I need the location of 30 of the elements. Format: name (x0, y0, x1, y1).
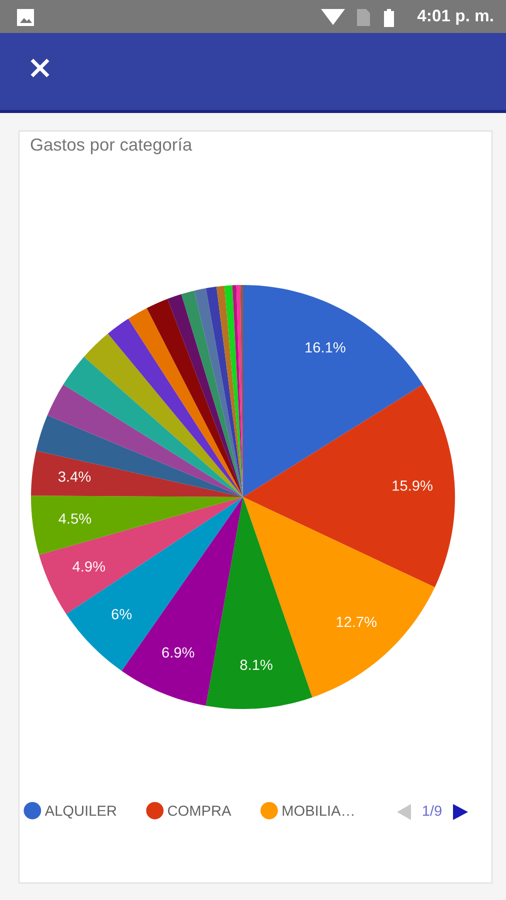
pie-slice (47, 384, 243, 497)
pie-slice (36, 415, 243, 497)
pie-slice (31, 496, 243, 555)
pie-slice (167, 294, 243, 497)
pie-slice (224, 285, 243, 497)
legend-label: MOBILIA… (282, 806, 354, 816)
data-label: 16.1% (306, 342, 346, 353)
pie-slice (206, 286, 243, 497)
data-label: 8.1% (240, 660, 272, 670)
pie-slice (146, 298, 243, 497)
pie-slice (216, 286, 243, 497)
text: 1/9 (422, 805, 442, 816)
data-label: 4.9% (72, 561, 105, 572)
pie-slice (128, 308, 243, 497)
legend-label: ALQUILER (44, 806, 116, 819)
pie-slice (181, 290, 243, 497)
pie-slice (108, 318, 243, 497)
text: 4:01 p. m. (417, 10, 493, 25)
data-label: 15.9% (392, 480, 432, 491)
chart-title: Gastos por categoría (30, 138, 192, 154)
pie-slice (31, 450, 243, 497)
pie-slice (243, 384, 455, 588)
legend-label: COMPRA (168, 806, 232, 816)
pie-slice (194, 288, 243, 497)
pie-slice (206, 497, 312, 709)
data-label: 12.7% (336, 616, 377, 628)
data-label: 3.4% (58, 471, 91, 482)
data-label: 4.5% (58, 513, 92, 524)
data-label: 6% (112, 608, 132, 620)
data-label: 6.9% (162, 647, 194, 658)
